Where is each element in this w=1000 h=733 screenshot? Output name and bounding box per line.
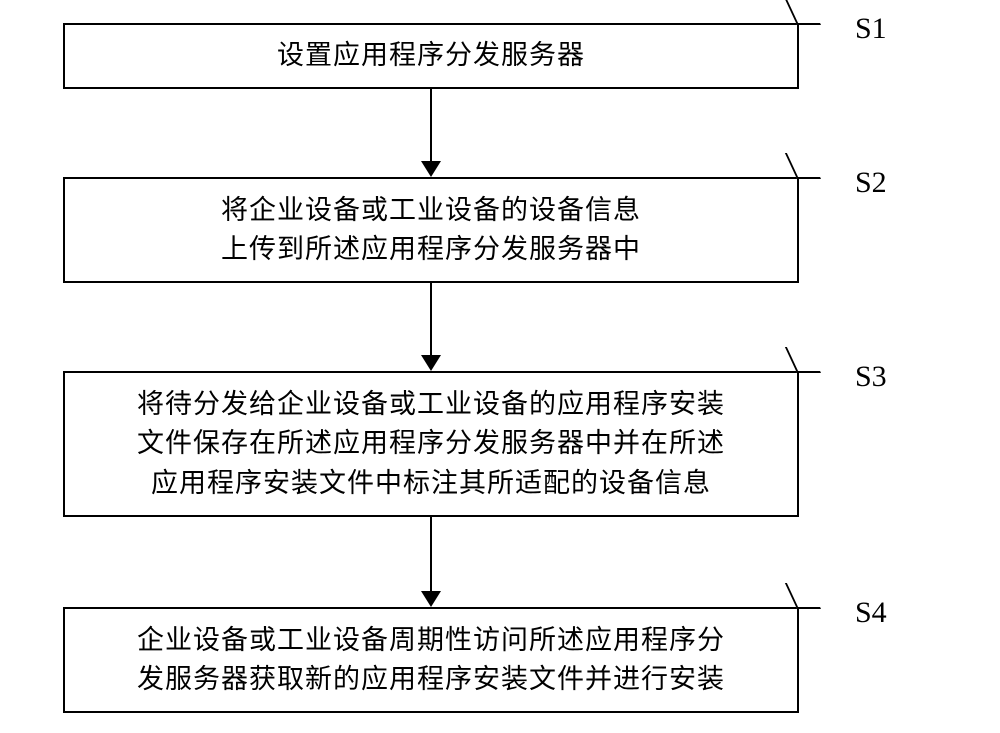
step-box-s3: 将待分发给企业设备或工业设备的应用程序安装 文件保存在所述应用程序分发服务器中并… bbox=[63, 371, 799, 517]
arrow-line-s2-s3 bbox=[430, 283, 433, 355]
step-notch-s4 bbox=[785, 583, 821, 609]
step-notch-s3 bbox=[785, 347, 821, 373]
step-text-s3: 将待分发给企业设备或工业设备的应用程序安装 文件保存在所述应用程序分发服务器中并… bbox=[137, 385, 725, 502]
step-box-s2: 将企业设备或工业设备的设备信息 上传到所述应用程序分发服务器中 bbox=[63, 177, 799, 283]
step-box-s4: 企业设备或工业设备周期性访问所述应用程序分 发服务器获取新的应用程序安装文件并进… bbox=[63, 607, 799, 713]
flowchart-canvas: 设置应用程序分发服务器 S1 将企业设备或工业设备的设备信息 上传到所述应用程序分发… bbox=[0, 0, 1000, 733]
step-label-s1: S1 bbox=[855, 12, 887, 46]
arrow-line-s1-s2 bbox=[430, 89, 433, 161]
step-text-s4: 企业设备或工业设备周期性访问所述应用程序分 发服务器获取新的应用程序安装文件并进… bbox=[137, 621, 725, 699]
step-text-s2: 将企业设备或工业设备的设备信息 上传到所述应用程序分发服务器中 bbox=[221, 191, 641, 269]
arrow-head-s2-s3 bbox=[421, 355, 441, 371]
step-notch-s2 bbox=[785, 153, 821, 179]
step-label-s2: S2 bbox=[855, 166, 887, 200]
step-box-s1: 设置应用程序分发服务器 bbox=[63, 23, 799, 89]
arrow-line-s3-s4 bbox=[430, 517, 433, 591]
arrow-head-s3-s4 bbox=[421, 591, 441, 607]
step-label-s4: S4 bbox=[855, 596, 887, 630]
step-text-s1: 设置应用程序分发服务器 bbox=[277, 36, 585, 75]
arrow-head-s1-s2 bbox=[421, 161, 441, 177]
step-notch-s1 bbox=[785, 0, 821, 25]
step-label-s3: S3 bbox=[855, 360, 887, 394]
